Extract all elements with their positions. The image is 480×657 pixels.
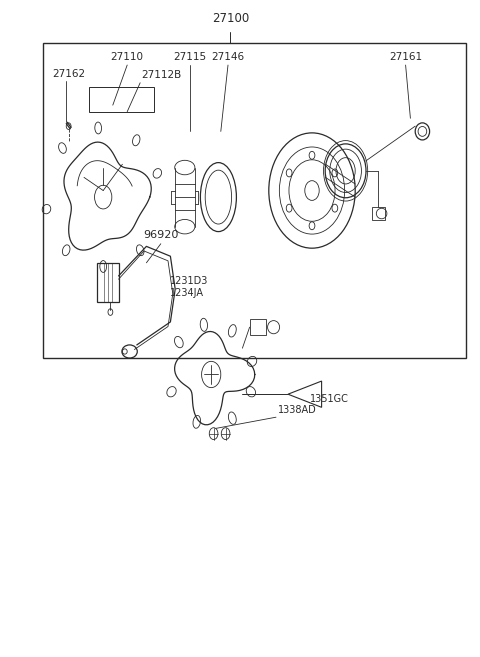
Text: 27100: 27100 — [212, 12, 249, 25]
Text: 96920: 96920 — [143, 230, 179, 240]
Text: 27112B: 27112B — [142, 70, 182, 80]
Text: 1338AD: 1338AD — [278, 405, 317, 415]
Text: 27161: 27161 — [389, 53, 422, 62]
Text: 27162: 27162 — [52, 69, 85, 79]
Text: 1234JA: 1234JA — [170, 288, 204, 298]
Text: 27115: 27115 — [173, 53, 206, 62]
Text: 1231D3: 1231D3 — [170, 276, 209, 286]
Bar — [372, 207, 385, 220]
Text: 27110: 27110 — [111, 53, 144, 62]
Bar — [97, 263, 119, 302]
Bar — [89, 87, 154, 112]
Bar — [250, 319, 266, 335]
Bar — [43, 43, 466, 358]
Text: 1351GC: 1351GC — [310, 394, 348, 404]
Text: 27146: 27146 — [211, 53, 245, 62]
